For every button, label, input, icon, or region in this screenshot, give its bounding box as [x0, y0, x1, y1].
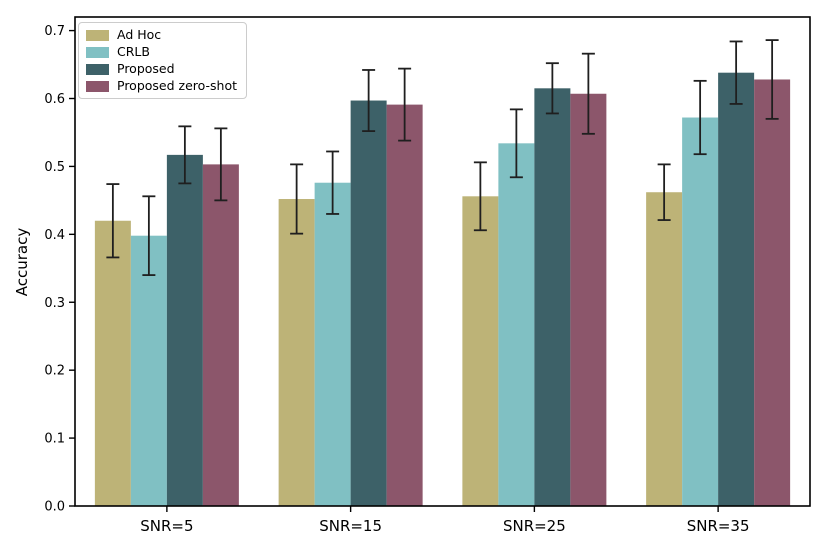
- legend-label: Proposed zero-shot: [117, 78, 238, 93]
- y-tick-label: 0.1: [44, 432, 65, 447]
- bar-crlb-snr-25: [498, 143, 535, 506]
- y-tick-label: 0.4: [44, 228, 65, 243]
- bar-proposed-zero-shot-snr-15: [386, 104, 423, 507]
- legend-swatch-adhoc: [86, 29, 109, 41]
- bar-ad-hoc-snr-25: [462, 196, 499, 507]
- y-tick-label: 0.6: [44, 92, 65, 107]
- bar-ad-hoc-snr-35: [646, 192, 683, 506]
- bar-proposed-zero-shot-snr-5: [202, 164, 239, 507]
- legend-label: Proposed: [117, 61, 175, 76]
- legend: Ad Hoc CRLB Proposed Proposed zero-shot: [78, 22, 248, 99]
- bar-proposed-snr-15: [350, 100, 387, 506]
- legend-swatch-proposed-zero-shot: [86, 80, 109, 92]
- bar-ad-hoc-snr-15: [278, 199, 315, 506]
- legend-item-adhoc: Ad Hoc: [86, 28, 237, 42]
- bar-proposed-snr-35: [718, 72, 755, 507]
- bar-proposed-snr-25: [534, 88, 571, 506]
- legend-item-crlb: CRLB: [86, 45, 237, 59]
- bar-crlb-snr-5: [130, 235, 167, 507]
- y-tick-label: 0.0: [44, 500, 65, 515]
- y-axis-label: Accuracy: [13, 227, 31, 297]
- x-tick-label: SNR=35: [687, 517, 750, 535]
- x-tick-label: SNR=25: [503, 517, 566, 535]
- bar-crlb-snr-15: [314, 182, 351, 506]
- legend-item-proposed: Proposed: [86, 62, 237, 76]
- legend-item-proposed-zero-shot: Proposed zero-shot: [86, 79, 237, 93]
- bar-proposed-zero-shot-snr-25: [570, 93, 607, 506]
- bar-ad-hoc-snr-5: [94, 220, 131, 506]
- bar-proposed-snr-5: [166, 154, 203, 506]
- x-tick-label: SNR=5: [140, 517, 193, 535]
- y-tick-label: 0.5: [44, 160, 65, 175]
- x-tick-label: SNR=15: [319, 517, 382, 535]
- legend-label: CRLB: [117, 44, 150, 59]
- legend-label: Ad Hoc: [117, 27, 162, 42]
- y-tick-label: 0.2: [44, 364, 65, 379]
- bar-crlb-snr-35: [682, 117, 719, 507]
- y-tick-label: 0.3: [44, 296, 65, 311]
- legend-swatch-crlb: [86, 46, 109, 58]
- legend-swatch-proposed: [86, 63, 109, 75]
- plot-spines: [74, 16, 811, 507]
- y-tick-label: 0.7: [44, 24, 65, 39]
- bar-proposed-zero-shot-snr-35: [754, 79, 791, 506]
